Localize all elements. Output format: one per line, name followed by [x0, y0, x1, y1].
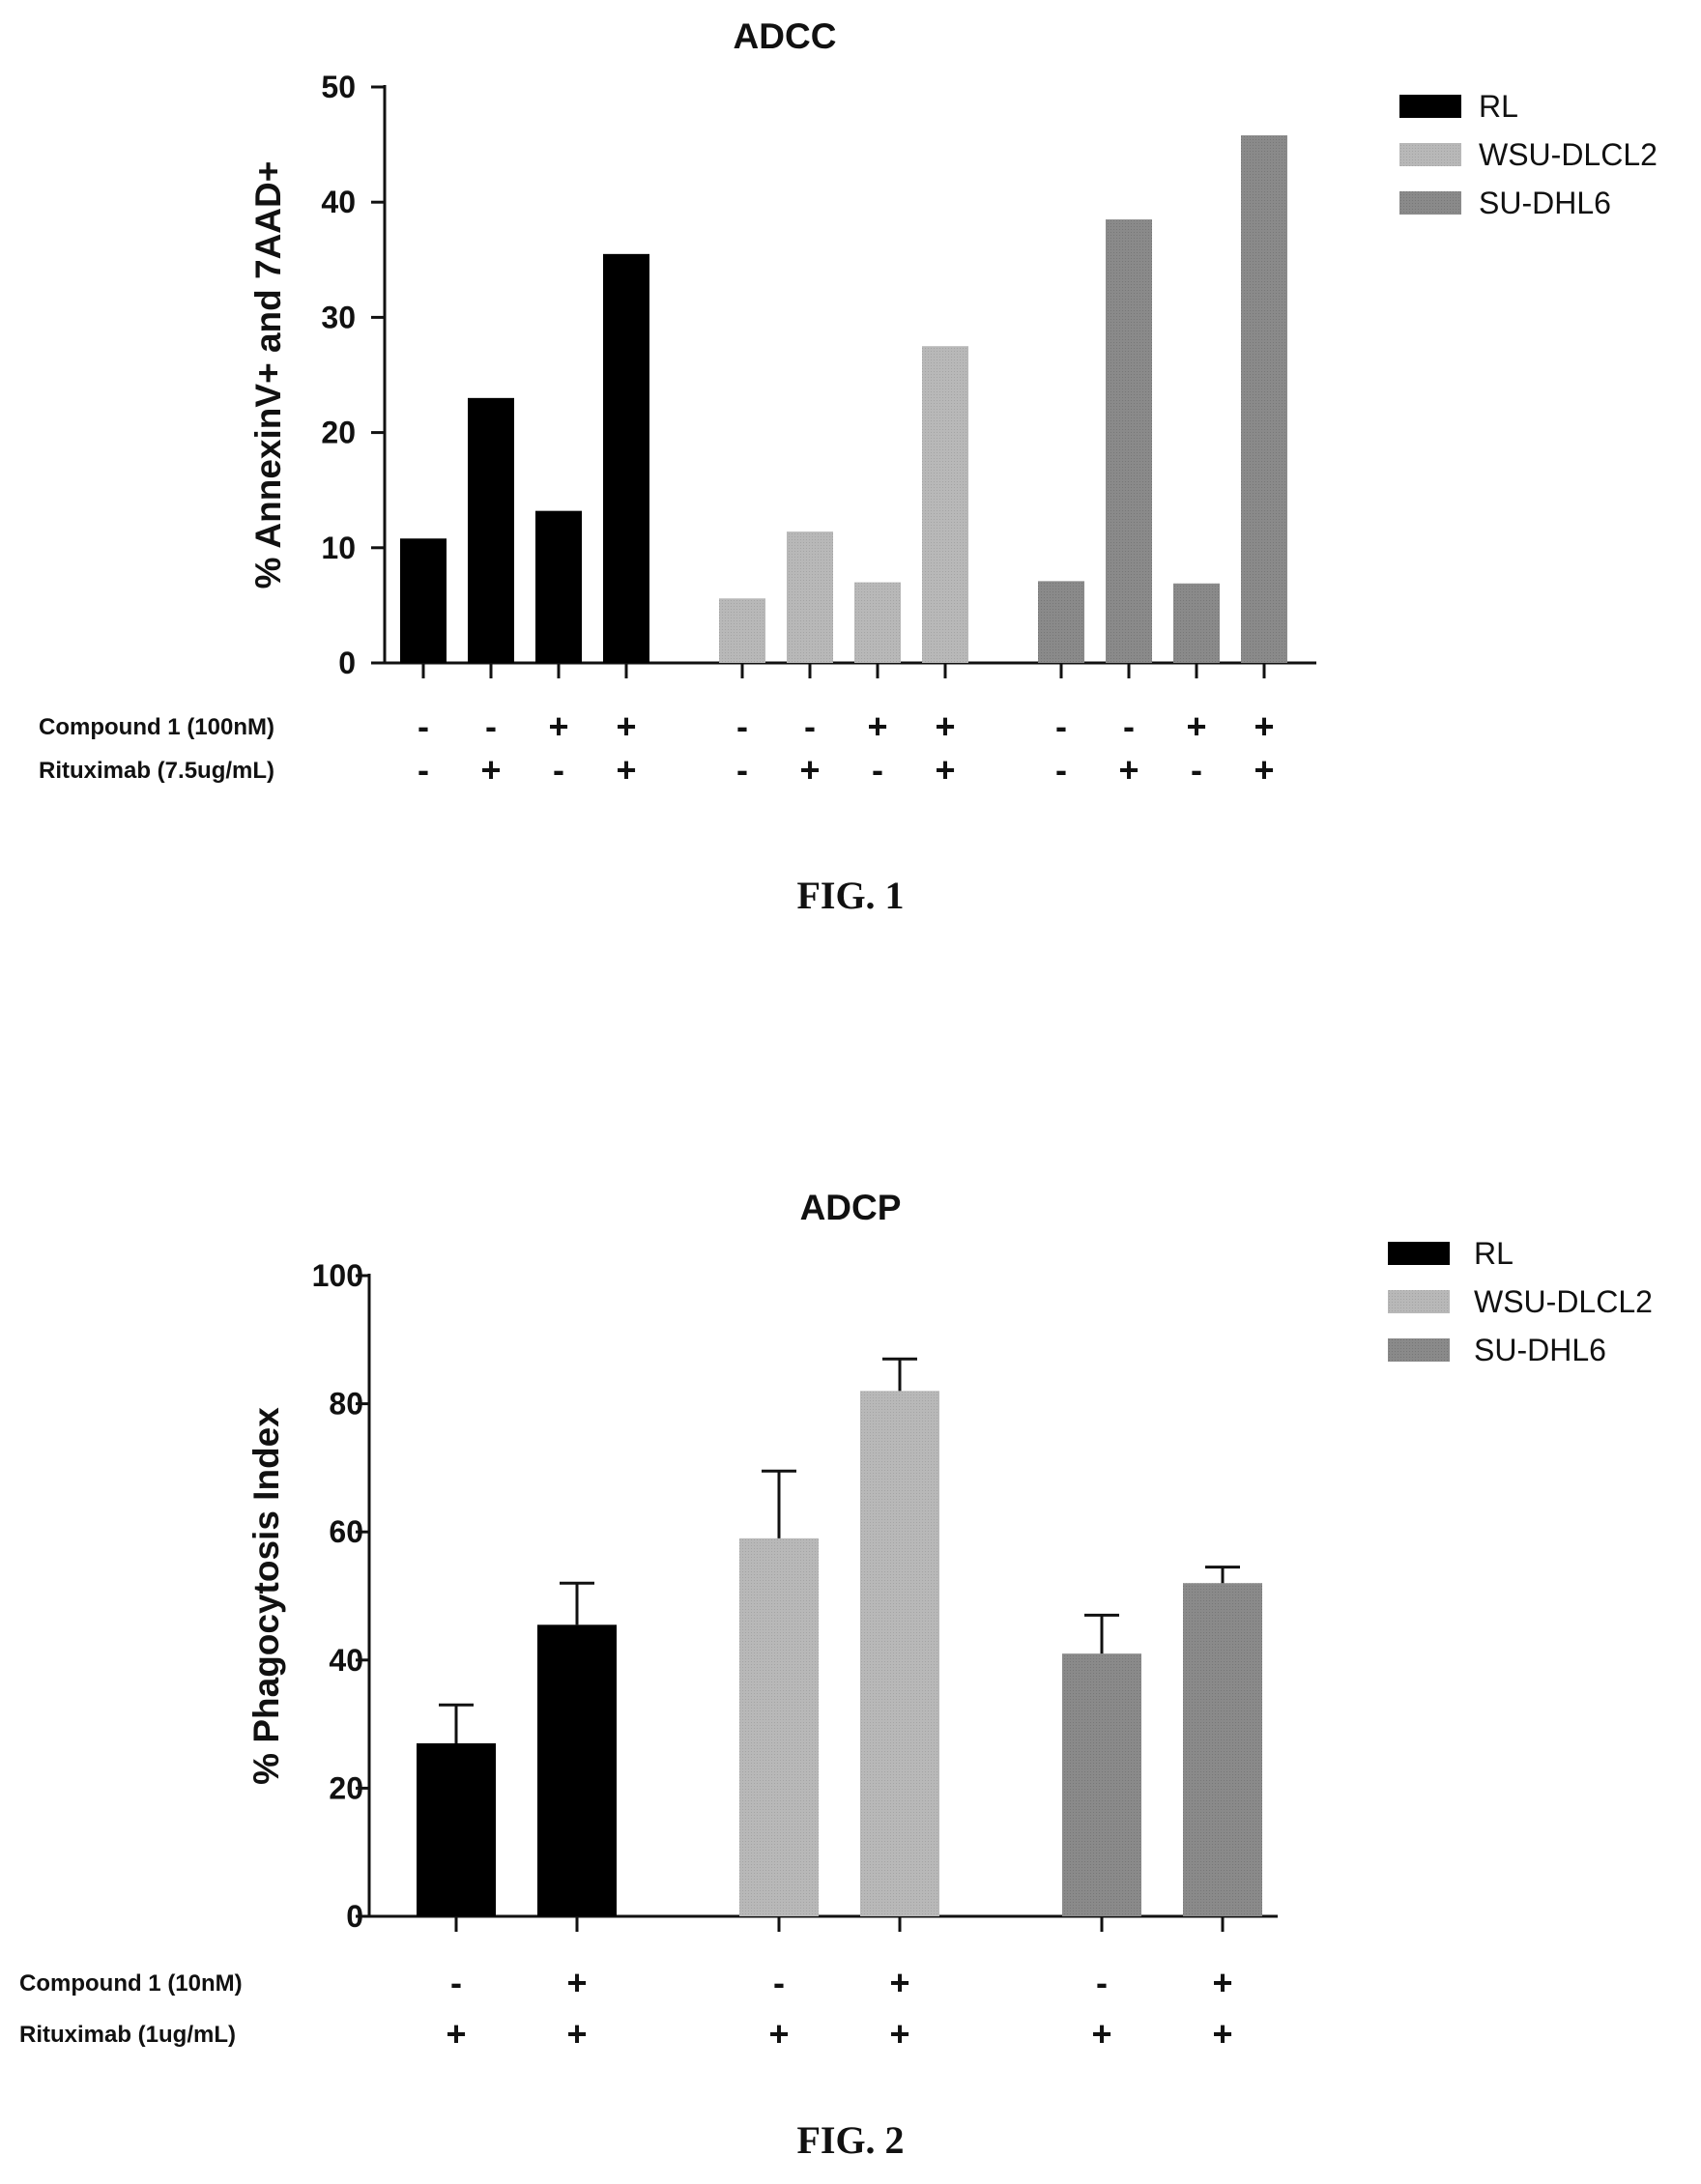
- legend-swatch-su-dhl6: [1399, 191, 1461, 215]
- bar-rl-1: [400, 538, 447, 663]
- condition-sign: -: [1191, 750, 1202, 790]
- condition-sign: +: [566, 1963, 587, 2002]
- condition-sign: +: [768, 2014, 789, 2054]
- condition-sign: -: [450, 1963, 462, 2002]
- bar-wsu-dlcl2-4: [922, 346, 968, 663]
- y-tick-label: 20: [329, 1770, 363, 1805]
- condition-sign: +: [446, 2014, 466, 2054]
- legend-label-su-dhl6: SU-DHL6: [1474, 1333, 1606, 1367]
- condition-label: Rituximab (7.5ug/mL): [39, 758, 274, 784]
- figure-label: FIG. 1: [796, 874, 904, 917]
- y-tick-label: 30: [321, 300, 356, 334]
- y-axis-label: % Phagocytosis Index: [246, 1407, 286, 1785]
- legend-swatch-rl: [1399, 95, 1461, 118]
- condition-sign: +: [1212, 1963, 1232, 2002]
- legend-swatch-wsu-dlcl2: [1388, 1290, 1450, 1313]
- legend-swatch-su-dhl6: [1388, 1338, 1450, 1362]
- condition-sign: +: [1186, 706, 1206, 746]
- bar-rl-1: [417, 1742, 496, 1916]
- condition-sign: -: [736, 706, 748, 746]
- legend-label-rl: RL: [1474, 1236, 1514, 1271]
- bar-su-dhl6-1: [1038, 581, 1084, 663]
- condition-sign: -: [553, 750, 564, 790]
- bar-su-dhl6-3: [1173, 583, 1220, 663]
- y-tick-label: 100: [312, 1258, 363, 1293]
- bar-wsu-dlcl2-3: [854, 582, 901, 663]
- condition-sign: +: [1118, 750, 1139, 790]
- condition-sign: +: [566, 2014, 587, 2054]
- bar-su-dhl6-1: [1062, 1653, 1141, 1916]
- y-tick-label: 50: [321, 70, 356, 104]
- y-tick-label: 0: [338, 646, 356, 680]
- condition-label: Compound 1 (100nM): [39, 714, 274, 740]
- chart-title: ADCP: [800, 1188, 902, 1227]
- condition-sign: +: [1212, 2014, 1232, 2054]
- chart-adcp: ADCP % Phagocytosis Index 0 20 40 60 80 100 - + + +…: [19, 1188, 1653, 2162]
- y-tick-label: 0: [346, 1899, 363, 1934]
- chart-title: ADCC: [734, 16, 837, 56]
- bar-rl-2: [537, 1624, 617, 1916]
- condition-sign: +: [548, 706, 568, 746]
- legend-swatch-wsu-dlcl2: [1399, 143, 1461, 166]
- legend-label-wsu-dlcl2: WSU-DLCL2: [1479, 137, 1658, 172]
- condition-sign: -: [1096, 1963, 1108, 2002]
- condition-sign: -: [804, 706, 816, 746]
- condition-sign: -: [1055, 706, 1067, 746]
- bar-rl-2: [468, 397, 514, 663]
- y-tick-label: 40: [329, 1643, 363, 1678]
- condition-sign: +: [1254, 706, 1274, 746]
- y-axis-label: % AnnexinV+ and 7AAD+: [248, 161, 288, 589]
- condition-sign: +: [935, 750, 955, 790]
- legend-label-su-dhl6: SU-DHL6: [1479, 186, 1611, 220]
- condition-sign: +: [889, 1963, 909, 2002]
- condition-sign: +: [889, 2014, 909, 2054]
- legend-swatch-rl: [1388, 1242, 1450, 1265]
- bar-wsu-dlcl2-2: [860, 1391, 939, 1916]
- condition-sign: -: [1123, 706, 1135, 746]
- condition-sign: -: [872, 750, 883, 790]
- bar-su-dhl6-4: [1241, 135, 1287, 664]
- condition-sign: +: [1254, 750, 1274, 790]
- bar-rl-3: [535, 510, 582, 663]
- y-tick-label: 40: [321, 185, 356, 219]
- condition-sign: +: [799, 750, 820, 790]
- condition-sign: +: [867, 706, 887, 746]
- condition-sign: +: [616, 706, 636, 746]
- y-tick-label: 20: [321, 416, 356, 450]
- condition-sign: -: [736, 750, 748, 790]
- chart-adcc: ADCC% AnnexinV+ and 7AAD+01020304050---+…: [39, 16, 1658, 917]
- condition-sign: -: [1055, 750, 1067, 790]
- condition-sign: -: [773, 1963, 785, 2002]
- y-tick-label: 10: [321, 531, 356, 565]
- bar-wsu-dlcl2-1: [739, 1537, 819, 1916]
- bar-su-dhl6-2: [1106, 219, 1152, 663]
- condition-label: Compound 1 (10nM): [19, 1970, 243, 1997]
- bar-wsu-dlcl2-1: [719, 598, 765, 663]
- bar-su-dhl6-2: [1183, 1583, 1262, 1916]
- condition-sign: +: [480, 750, 501, 790]
- condition-sign: +: [1091, 2014, 1111, 2054]
- condition-sign: -: [418, 750, 429, 790]
- legend-label-rl: RL: [1479, 89, 1518, 124]
- condition-sign: -: [485, 706, 497, 746]
- condition-sign: +: [935, 706, 955, 746]
- y-tick-label: 60: [329, 1514, 363, 1549]
- figure-label: FIG. 2: [796, 2118, 904, 2162]
- y-tick-label: 80: [329, 1387, 363, 1422]
- condition-sign: +: [616, 750, 636, 790]
- legend-label-wsu-dlcl2: WSU-DLCL2: [1474, 1284, 1653, 1319]
- bar-rl-4: [603, 253, 649, 663]
- condition-label: Rituximab (1ug/mL): [19, 2022, 236, 2048]
- condition-sign: -: [418, 706, 429, 746]
- bar-wsu-dlcl2-2: [787, 532, 833, 663]
